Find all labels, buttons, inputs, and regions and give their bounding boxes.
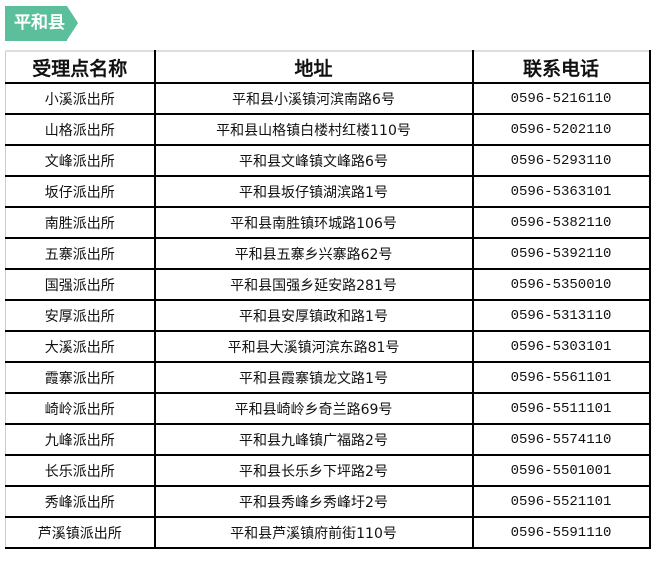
station-name-cell: 山格派出所 <box>5 113 156 146</box>
phone-cell: 0596-5561101 <box>471 361 651 394</box>
address-cell: 平和县山格镇白楼村红楼110号 <box>153 113 474 146</box>
county-tag-arrow <box>67 6 78 40</box>
station-name-cell: 秀峰派出所 <box>5 485 156 518</box>
table-row: 国强派出所 平和县国强乡延安路281号 0596-5350010 <box>5 268 651 301</box>
station-name-cell: 大溪派出所 <box>5 330 156 363</box>
table-row: 大溪派出所 平和县大溪镇河滨东路81号 0596-5303101 <box>5 330 651 363</box>
phone-cell: 0596-5521101 <box>471 485 651 518</box>
address-cell: 平和县秀峰乡秀峰圩2号 <box>153 485 474 518</box>
county-tag-label: 平和县 <box>14 13 65 33</box>
station-name-cell: 长乐派出所 <box>5 454 156 487</box>
address-cell: 平和县小溪镇河滨南路6号 <box>153 82 474 115</box>
station-name-cell: 芦溪镇派出所 <box>5 516 156 549</box>
table-row: 坂仔派出所 平和县坂仔镇湖滨路1号 0596-5363101 <box>5 175 651 208</box>
table-row: 五寨派出所 平和县五寨乡兴寨路62号 0596-5392110 <box>5 237 651 270</box>
phone-cell: 0596-5216110 <box>471 82 651 115</box>
phone-cell: 0596-5591110 <box>471 516 651 549</box>
phone-cell: 0596-5392110 <box>471 237 651 270</box>
phone-cell: 0596-5202110 <box>471 113 651 146</box>
table-row: 秀峰派出所 平和县秀峰乡秀峰圩2号 0596-5521101 <box>5 485 651 518</box>
address-cell: 平和县长乐乡下坪路2号 <box>153 454 474 487</box>
header-phone: 联系电话 <box>471 50 651 84</box>
table-row: 南胜派出所 平和县南胜镇环城路106号 0596-5382110 <box>5 206 651 239</box>
phone-cell: 0596-5574110 <box>471 423 651 456</box>
address-cell: 平和县崎岭乡奇兰路69号 <box>153 392 474 425</box>
address-cell: 平和县国强乡延安路281号 <box>153 268 474 301</box>
address-cell: 平和县霞寨镇龙文路1号 <box>153 361 474 394</box>
phone-cell: 0596-5501001 <box>471 454 651 487</box>
address-cell: 平和县大溪镇河滨东路81号 <box>153 330 474 363</box>
phone-cell: 0596-5313110 <box>471 299 651 332</box>
table-row: 安厚派出所 平和县安厚镇政和路1号 0596-5313110 <box>5 299 651 332</box>
phone-cell: 0596-5350010 <box>471 268 651 301</box>
table-row: 霞寨派出所 平和县霞寨镇龙文路1号 0596-5561101 <box>5 361 651 394</box>
address-cell: 平和县文峰镇文峰路6号 <box>153 144 474 177</box>
table-row: 崎岭派出所 平和县崎岭乡奇兰路69号 0596-5511101 <box>5 392 651 425</box>
table-row: 小溪派出所 平和县小溪镇河滨南路6号 0596-5216110 <box>5 82 651 115</box>
address-cell: 平和县芦溪镇府前街110号 <box>153 516 474 549</box>
address-cell: 平和县安厚镇政和路1号 <box>153 299 474 332</box>
address-cell: 平和县坂仔镇湖滨路1号 <box>153 175 474 208</box>
table-header-row: 受理点名称 地址 联系电话 <box>5 50 651 84</box>
station-name-cell: 五寨派出所 <box>5 237 156 270</box>
address-cell: 平和县南胜镇环城路106号 <box>153 206 474 239</box>
station-name-cell: 南胜派出所 <box>5 206 156 239</box>
address-cell: 平和县九峰镇广福路2号 <box>153 423 474 456</box>
table-row: 文峰派出所 平和县文峰镇文峰路6号 0596-5293110 <box>5 144 651 177</box>
station-name-cell: 崎岭派出所 <box>5 392 156 425</box>
header-address: 地址 <box>153 50 474 84</box>
station-name-cell: 安厚派出所 <box>5 299 156 332</box>
phone-cell: 0596-5363101 <box>471 175 651 208</box>
table-row: 山格派出所 平和县山格镇白楼村红楼110号 0596-5202110 <box>5 113 651 146</box>
station-name-cell: 文峰派出所 <box>5 144 156 177</box>
station-name-cell: 坂仔派出所 <box>5 175 156 208</box>
station-name-cell: 国强派出所 <box>5 268 156 301</box>
station-name-cell: 霞寨派出所 <box>5 361 156 394</box>
phone-cell: 0596-5303101 <box>471 330 651 363</box>
table-row: 长乐派出所 平和县长乐乡下坪路2号 0596-5501001 <box>5 454 651 487</box>
address-cell: 平和县五寨乡兴寨路62号 <box>153 237 474 270</box>
table-row: 九峰派出所 平和县九峰镇广福路2号 0596-5574110 <box>5 423 651 456</box>
table-row: 芦溪镇派出所 平和县芦溪镇府前街110号 0596-5591110 <box>5 516 651 549</box>
phone-cell: 0596-5293110 <box>471 144 651 177</box>
station-name-cell: 小溪派出所 <box>5 82 156 115</box>
station-name-cell: 九峰派出所 <box>5 423 156 456</box>
county-tag: 平和县 <box>5 6 67 41</box>
phone-cell: 0596-5382110 <box>471 206 651 239</box>
police-station-table: 受理点名称 地址 联系电话 小溪派出所 平和县小溪镇河滨南路6号 0596-5216… <box>5 50 651 549</box>
phone-cell: 0596-5511101 <box>471 392 651 425</box>
header-name: 受理点名称 <box>5 50 156 84</box>
